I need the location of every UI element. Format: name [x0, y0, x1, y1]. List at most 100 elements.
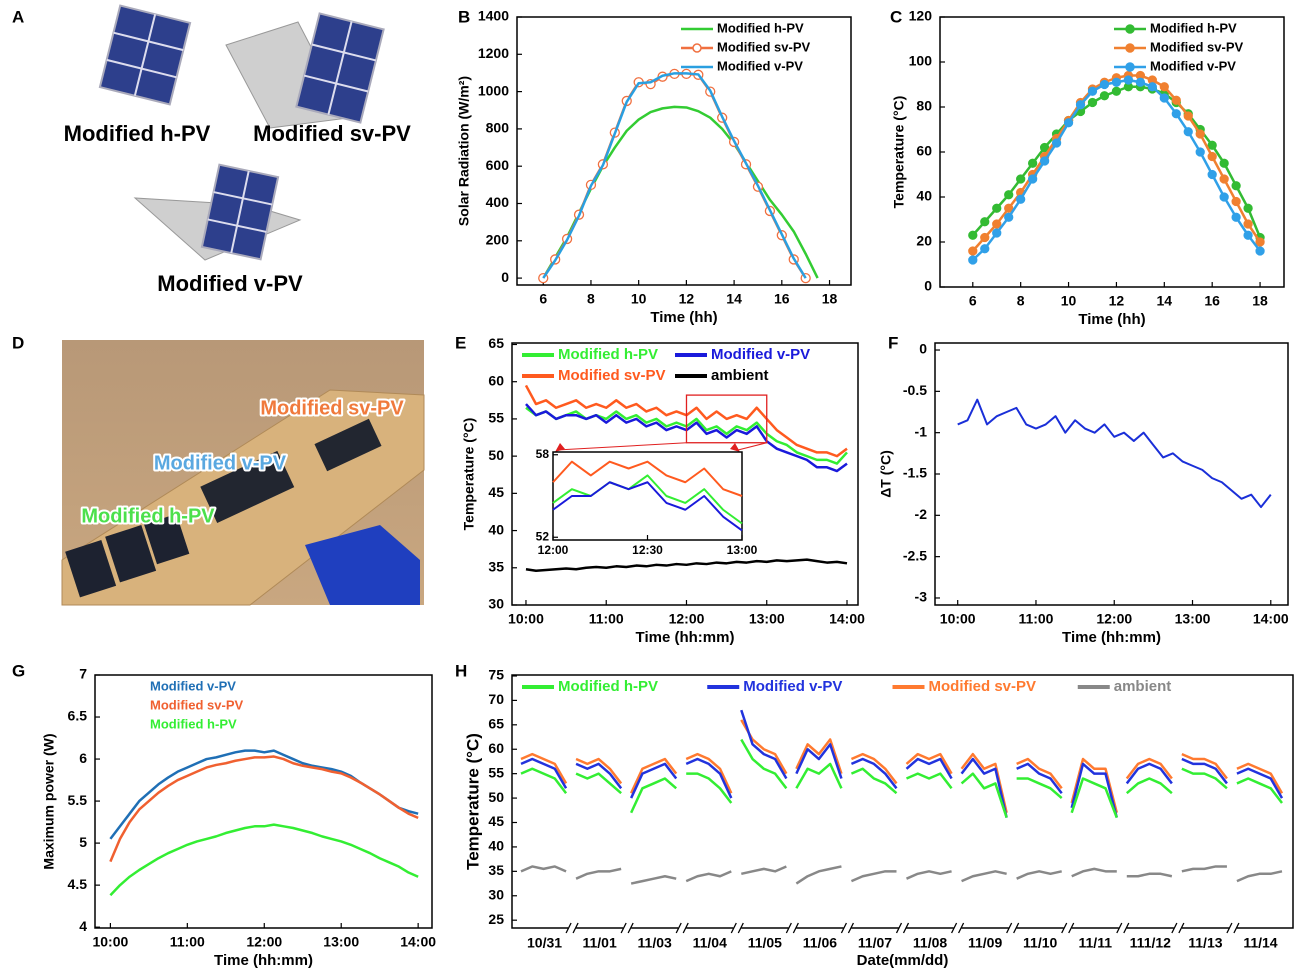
y-tick-label: 45: [488, 484, 504, 500]
series-line: [796, 764, 841, 788]
x-tick-label: 13:00: [1175, 611, 1211, 627]
point: [993, 204, 1001, 212]
series-line: [1127, 764, 1172, 784]
point: [1112, 78, 1120, 86]
x-tick-label: 11/05: [748, 935, 782, 951]
x-tick-label: 11/01: [582, 935, 616, 951]
plot-frame: [935, 343, 1288, 605]
point: [1244, 231, 1252, 239]
point: [1148, 83, 1156, 91]
legend-label: Modified h-PV: [717, 20, 804, 35]
legend-label: Modified v-PV: [1150, 58, 1236, 73]
illustration-label: Modified v-PV: [157, 271, 303, 296]
x-tick-label: 10: [1061, 293, 1077, 309]
x-tick-label: 11/11: [1079, 935, 1113, 951]
y-tick-label: 52: [536, 529, 550, 543]
legend-label: Modified h-PV: [558, 346, 658, 363]
y-tick-label: 70: [488, 691, 504, 707]
x-tick-label: 10/31: [527, 935, 562, 951]
point: [1244, 220, 1252, 228]
legend-label: Modified sv-PV: [150, 697, 244, 712]
point: [1005, 191, 1013, 199]
v-pv-panel: [202, 165, 278, 260]
point: [981, 245, 989, 253]
plot-frame: [512, 675, 1293, 928]
photo-label: Modified h-PV: [81, 505, 215, 527]
x-tick-label: 11:00: [1018, 611, 1053, 627]
y-tick-label: 6: [79, 750, 87, 766]
zoom-arrow: [738, 443, 767, 450]
series-line: [907, 871, 952, 878]
point: [1041, 157, 1049, 165]
x-tick-label: 12: [1109, 293, 1125, 309]
legend-label: ambient: [1114, 678, 1172, 695]
point: [1244, 204, 1252, 212]
point: [1029, 175, 1037, 183]
point: [1184, 128, 1192, 136]
h-pv-panel: [100, 6, 190, 105]
series-line: [741, 866, 786, 873]
x-axis-label: Date(mm/dd): [857, 952, 949, 969]
y-tick-label: 30: [488, 596, 504, 612]
series-line: [973, 87, 1260, 238]
y-tick-label: 120: [909, 8, 933, 24]
point: [993, 220, 1001, 228]
y-tick-label: 6.5: [68, 708, 88, 724]
legend-marker: [1126, 25, 1134, 33]
x-tick-label: 16: [1204, 293, 1220, 309]
legend-label: Modified sv-PV: [929, 678, 1037, 695]
point: [1136, 78, 1144, 86]
y-tick-label: 0: [919, 341, 927, 357]
y-axis-label: Maximum power (W): [41, 733, 57, 869]
series-line: [973, 80, 1260, 260]
series-line: [1237, 871, 1282, 881]
point: [1017, 175, 1025, 183]
point: [1160, 83, 1168, 91]
y-tick-label: 0: [924, 278, 932, 294]
point: [993, 229, 1001, 237]
x-tick-label: 11/04: [693, 935, 727, 951]
x-axis-label: Time (hh:mm): [636, 629, 735, 646]
point: [1065, 119, 1073, 127]
panel-letter: G: [12, 661, 25, 680]
y-tick-label: 600: [486, 157, 510, 173]
series-line: [521, 866, 566, 871]
x-tick-label: 6: [539, 291, 547, 307]
x-tick-label: 8: [587, 291, 595, 307]
y-tick-label: -0.5: [903, 382, 927, 398]
point: [1232, 182, 1240, 190]
point: [1160, 94, 1168, 102]
y-tick-label: 25: [488, 911, 504, 927]
plot-frame: [95, 675, 432, 928]
x-tick-label: 14: [1157, 293, 1173, 309]
legend-label: Modified v-PV: [150, 678, 236, 693]
point: [1100, 92, 1108, 100]
x-tick-label: 111/12: [1130, 935, 1171, 951]
panel-letter: A: [12, 7, 24, 26]
series-line: [1017, 871, 1062, 878]
point: [1196, 130, 1204, 138]
panel-letter: F: [888, 333, 898, 352]
point: [1220, 159, 1228, 167]
y-tick-label: 5: [79, 834, 87, 850]
series-line: [851, 871, 896, 881]
y-tick-label: 65: [488, 335, 504, 351]
y-tick-label: 50: [488, 447, 504, 463]
x-tick-label: 18: [1252, 293, 1268, 309]
series-line: [543, 74, 805, 278]
point: [1029, 159, 1037, 167]
series-line: [631, 876, 676, 883]
x-tick-label: 11/06: [803, 935, 837, 951]
point: [1088, 87, 1096, 95]
y-tick-label: 1400: [478, 8, 509, 24]
x-tick-label: 13:00: [323, 934, 359, 950]
y-tick-label: 55: [488, 410, 504, 426]
point: [1232, 213, 1240, 221]
point: [981, 234, 989, 242]
x-tick-label: 13:00: [749, 611, 785, 627]
y-tick-label: 60: [488, 740, 504, 756]
point: [1112, 87, 1120, 95]
point: [969, 247, 977, 255]
legend-label: Modified v-PV: [711, 346, 810, 363]
point: [1172, 110, 1180, 118]
